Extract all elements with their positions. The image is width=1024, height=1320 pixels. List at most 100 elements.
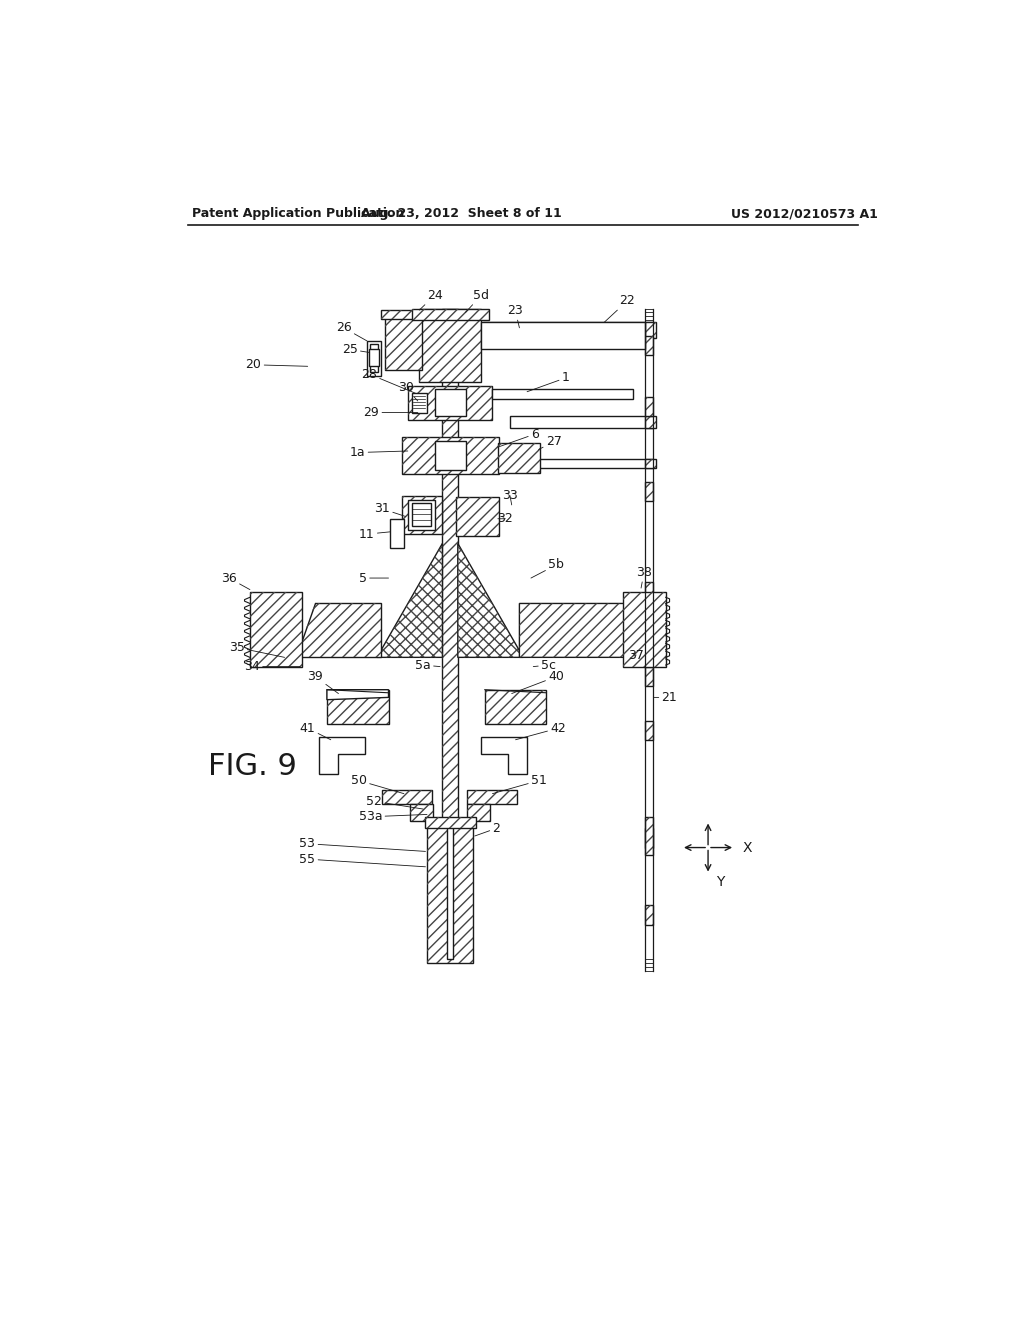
Bar xyxy=(385,313,422,370)
Bar xyxy=(419,309,481,381)
Text: 53: 53 xyxy=(299,837,425,851)
Bar xyxy=(624,591,666,668)
Bar xyxy=(419,309,481,381)
Bar xyxy=(510,416,652,428)
Bar xyxy=(645,721,652,739)
Text: 50: 50 xyxy=(351,774,403,793)
Text: 25: 25 xyxy=(342,343,370,356)
Polygon shape xyxy=(319,738,366,775)
Bar xyxy=(645,482,652,502)
Text: 35: 35 xyxy=(228,640,285,657)
Polygon shape xyxy=(481,738,527,775)
Text: 5a: 5a xyxy=(415,659,440,672)
Text: 24: 24 xyxy=(419,289,442,310)
Bar xyxy=(645,397,652,416)
Text: 2: 2 xyxy=(475,822,501,836)
Text: Y: Y xyxy=(716,875,724,890)
Text: 31: 31 xyxy=(375,502,406,516)
Bar xyxy=(402,496,442,535)
Bar xyxy=(645,817,652,855)
Bar xyxy=(381,310,423,319)
Bar xyxy=(645,416,656,428)
Bar xyxy=(412,393,427,412)
Text: 52: 52 xyxy=(367,795,423,809)
Text: 5b: 5b xyxy=(531,558,564,578)
Text: Aug. 23, 2012  Sheet 8 of 11: Aug. 23, 2012 Sheet 8 of 11 xyxy=(361,207,562,220)
Bar xyxy=(442,309,458,821)
Bar xyxy=(327,690,388,725)
Text: 33: 33 xyxy=(502,490,518,506)
Text: 28: 28 xyxy=(361,367,416,393)
Bar xyxy=(427,821,473,964)
Text: 23: 23 xyxy=(508,305,523,327)
Bar xyxy=(381,310,423,319)
Bar xyxy=(484,690,547,725)
Bar xyxy=(467,789,517,804)
Bar xyxy=(408,385,493,420)
Text: 41: 41 xyxy=(300,722,331,739)
Bar xyxy=(402,496,442,535)
Text: X: X xyxy=(742,841,753,854)
Bar xyxy=(645,829,652,847)
Bar xyxy=(250,591,302,668)
Text: 39: 39 xyxy=(307,671,339,693)
Bar xyxy=(390,519,403,548)
Bar xyxy=(382,789,432,804)
Bar xyxy=(425,817,475,829)
Bar xyxy=(447,825,454,960)
Text: 6: 6 xyxy=(498,428,539,447)
Bar xyxy=(467,804,490,821)
Bar xyxy=(645,482,652,502)
Bar xyxy=(382,789,432,804)
Text: 5d: 5d xyxy=(466,289,489,313)
Text: 42: 42 xyxy=(515,722,566,739)
Text: 29: 29 xyxy=(364,407,418,418)
Bar xyxy=(645,906,652,924)
Text: 37: 37 xyxy=(629,648,644,661)
Polygon shape xyxy=(377,544,442,657)
Text: 5: 5 xyxy=(359,572,388,585)
Bar xyxy=(370,345,378,372)
Bar xyxy=(484,690,547,725)
Bar xyxy=(645,667,652,686)
Bar xyxy=(370,350,379,367)
Bar xyxy=(435,441,466,470)
Bar xyxy=(327,690,388,725)
Bar xyxy=(250,591,302,668)
Bar xyxy=(457,498,499,536)
Bar xyxy=(410,804,433,821)
Bar xyxy=(402,437,499,474)
Bar xyxy=(408,385,493,420)
Bar xyxy=(402,437,499,474)
Text: 53a: 53a xyxy=(358,810,427,824)
Bar xyxy=(645,582,652,601)
Bar xyxy=(427,821,473,964)
Text: US 2012/0210573 A1: US 2012/0210573 A1 xyxy=(731,207,878,220)
Bar xyxy=(624,591,666,668)
Bar xyxy=(385,313,422,370)
Bar xyxy=(442,309,458,821)
Text: 40: 40 xyxy=(512,671,564,693)
Bar xyxy=(412,503,431,527)
Text: 22: 22 xyxy=(604,294,635,322)
Bar xyxy=(645,335,652,355)
Text: 34: 34 xyxy=(244,660,300,673)
Bar xyxy=(425,817,475,829)
Text: 11: 11 xyxy=(358,528,390,541)
Bar xyxy=(645,582,652,601)
Polygon shape xyxy=(327,689,388,700)
Bar xyxy=(645,829,652,847)
Bar xyxy=(367,341,381,376)
Text: Patent Application Publication: Patent Application Publication xyxy=(193,207,404,220)
Text: 38: 38 xyxy=(636,566,652,589)
Text: 1: 1 xyxy=(527,371,569,392)
Bar xyxy=(645,459,656,469)
Bar xyxy=(645,397,652,416)
Bar xyxy=(483,322,652,338)
Bar xyxy=(410,804,433,821)
Text: 21: 21 xyxy=(654,690,677,704)
Bar xyxy=(483,322,652,338)
Bar xyxy=(493,388,634,400)
Bar xyxy=(481,322,645,350)
Text: FIG. 9: FIG. 9 xyxy=(208,752,296,781)
